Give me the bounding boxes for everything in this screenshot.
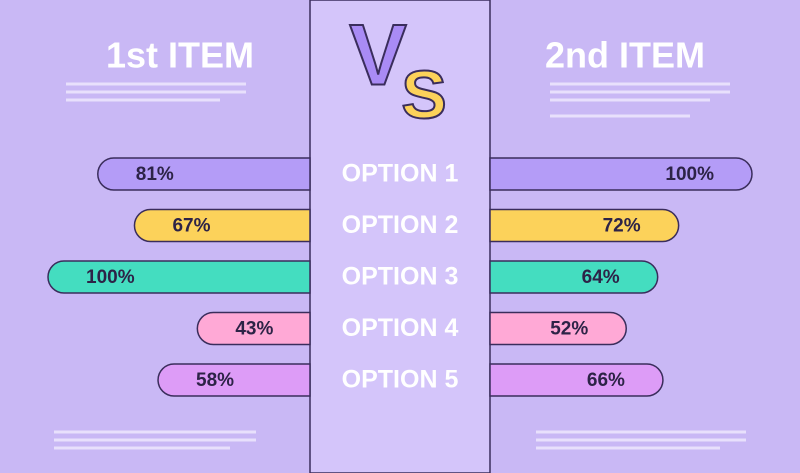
bar <box>157 363 311 397</box>
vs-v: V <box>349 8 406 104</box>
value-label: 64% <box>582 267 620 288</box>
series-title: 2nd ITEM <box>545 35 705 76</box>
bar <box>489 311 627 346</box>
bar <box>196 311 311 346</box>
value-label: 100% <box>665 164 714 185</box>
value-label: 52% <box>550 319 588 340</box>
filler-text <box>54 82 746 450</box>
series-title: 1st ITEM <box>106 35 254 76</box>
category-label: OPTION 2 <box>342 211 459 239</box>
category-label: OPTION 3 <box>342 263 459 291</box>
bar <box>47 260 311 294</box>
value-label: 67% <box>172 216 210 237</box>
bar <box>489 157 753 191</box>
category-label: OPTION 1 <box>342 160 459 188</box>
center-column <box>309 0 491 473</box>
vs-s: S <box>401 57 446 133</box>
bar <box>489 208 680 243</box>
bar <box>97 157 311 191</box>
category-label: OPTION 5 <box>342 366 459 394</box>
bar <box>133 208 311 243</box>
value-label: 43% <box>235 319 273 340</box>
value-label: 72% <box>603 216 641 237</box>
category-label: OPTION 4 <box>342 314 459 342</box>
value-label: 66% <box>587 370 625 391</box>
value-label: 58% <box>196 370 234 391</box>
value-label: 100% <box>86 267 135 288</box>
bar <box>489 260 659 294</box>
bar <box>489 363 664 397</box>
value-label: 81% <box>136 164 174 185</box>
